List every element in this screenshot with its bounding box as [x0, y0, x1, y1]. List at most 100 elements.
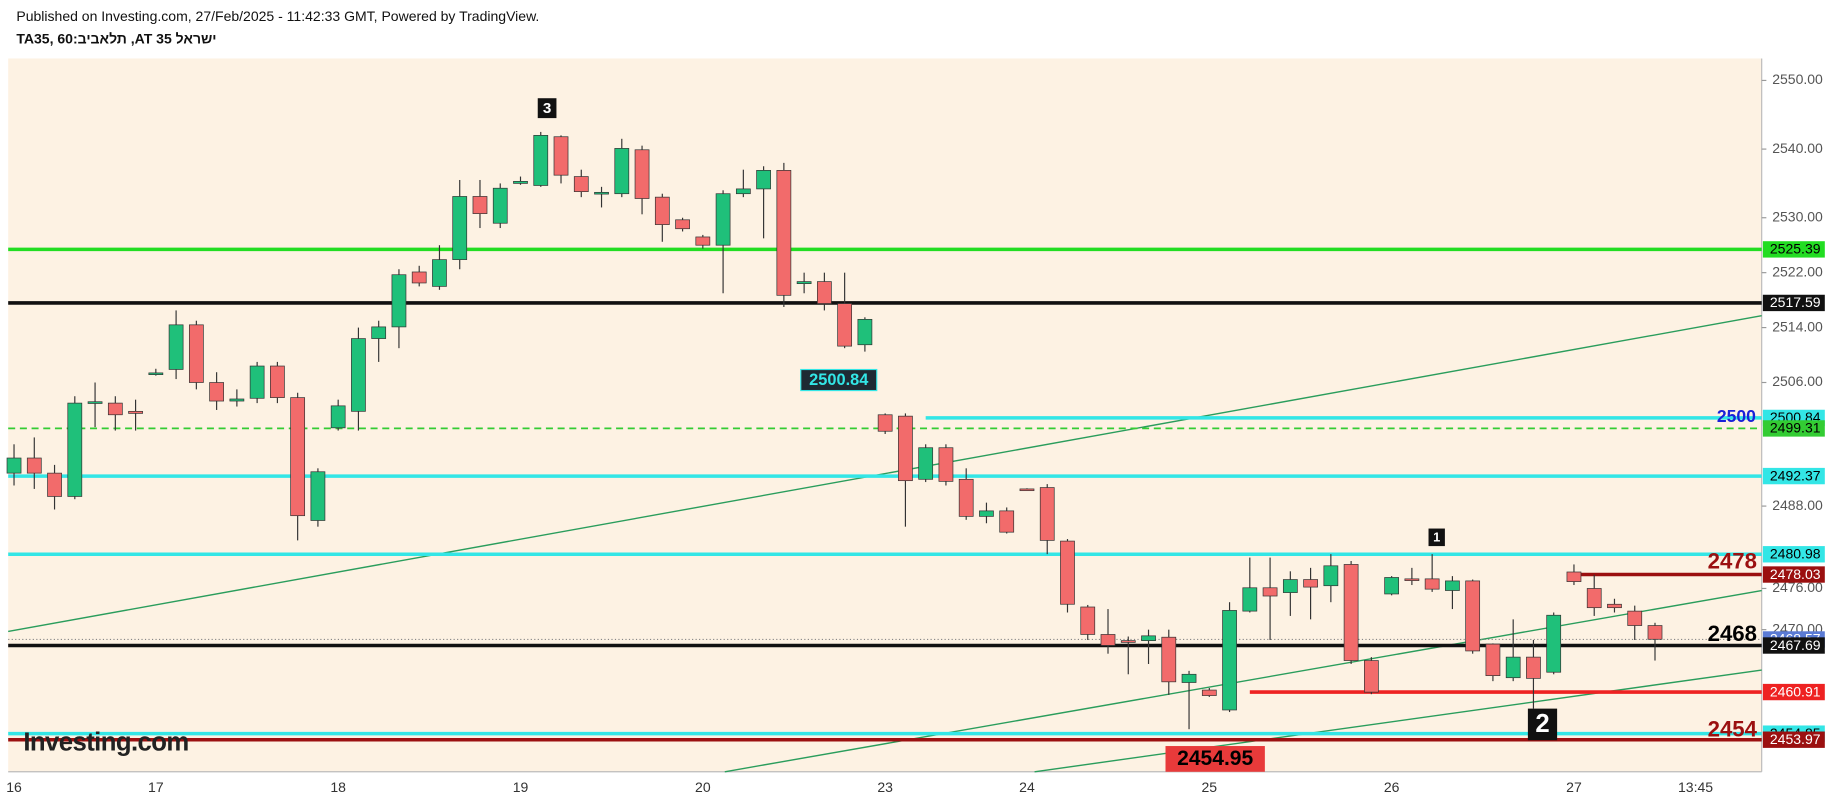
- x-tick-label: 20: [695, 779, 711, 795]
- candle-body: [1100, 634, 1116, 646]
- candle-body: [1364, 660, 1379, 693]
- candle-body: [1607, 603, 1622, 609]
- x-tick-label: 27: [1566, 779, 1582, 795]
- candle-body: [432, 259, 447, 287]
- candle-body: [1303, 579, 1318, 588]
- candle-body: [87, 401, 103, 404]
- candle-body: [6, 457, 22, 474]
- candle-body: [979, 510, 994, 517]
- candle-body: [1586, 588, 1602, 609]
- y-tick-label: 2522.00: [1772, 263, 1823, 279]
- candle-body: [756, 170, 771, 190]
- candle-body: [796, 281, 812, 284]
- candle-body: [1080, 606, 1096, 635]
- candle-body: [310, 471, 326, 521]
- price-level-box: [1762, 467, 1825, 485]
- candle-body: [837, 303, 853, 347]
- trendline: [8, 315, 1762, 633]
- x-tick-label: 19: [513, 779, 529, 795]
- candle-body: [1181, 673, 1197, 683]
- candle-body: [1424, 578, 1440, 590]
- annotation: 2500.84: [809, 371, 869, 389]
- candle-body: [492, 187, 508, 224]
- candle-body: [1627, 610, 1643, 626]
- candle-body: [958, 478, 974, 517]
- header-symbol: TA35, 60:ביבאלת ,AT 35 לארשי: [16, 30, 216, 46]
- x-tick-label: 24: [1019, 779, 1035, 795]
- candle-body: [675, 219, 690, 230]
- candle-body: [1546, 614, 1562, 673]
- annotation: 2454: [1708, 717, 1758, 742]
- annotation: 2500: [1717, 406, 1756, 426]
- candle-body: [1465, 580, 1481, 652]
- candle-body: [877, 414, 893, 432]
- annotation-box: [800, 368, 878, 392]
- candle-body: [553, 136, 569, 176]
- candle-body: [1323, 565, 1339, 587]
- price-level-box: [1762, 546, 1825, 563]
- price-level-box: [1762, 420, 1825, 437]
- candle-body: [533, 135, 549, 186]
- price-level-label: 2525.39: [1770, 241, 1821, 257]
- candle-body: [1222, 610, 1237, 711]
- candle-body: [1120, 640, 1136, 643]
- price-level-label: 2517.59: [1770, 294, 1821, 310]
- candle-body: [695, 236, 711, 246]
- price-level-box: [1762, 683, 1825, 701]
- price-level-box: [1762, 731, 1825, 748]
- candle-body: [999, 510, 1015, 533]
- candle-body: [1384, 577, 1399, 595]
- candle-body: [270, 365, 285, 398]
- y-tick-label: 2476.00: [1772, 579, 1823, 595]
- candle-body: [918, 447, 934, 480]
- price-level-label: 2453.97: [1770, 731, 1821, 747]
- candle-body: [1485, 643, 1501, 677]
- candle-body: [1060, 540, 1075, 605]
- candle-body: [330, 405, 346, 429]
- candle-body: [229, 398, 245, 402]
- candle-body: [371, 326, 387, 339]
- candle-body: [452, 196, 468, 260]
- annotation-box: [1165, 746, 1265, 772]
- y-tick-label: 2514.00: [1772, 318, 1823, 334]
- trendline: [1034, 669, 1762, 773]
- price-level-label: 2460.91: [1770, 683, 1821, 699]
- candle-body: [898, 415, 913, 482]
- price-level-box: [1762, 241, 1825, 258]
- candle-body: [513, 181, 528, 184]
- y-tick-label: 2540.00: [1772, 140, 1823, 156]
- y-tick-label: 2488.00: [1772, 497, 1823, 513]
- candle-body: [1242, 587, 1258, 612]
- candle-body: [168, 324, 184, 370]
- price-level-label: 2492.37: [1770, 467, 1821, 483]
- candle-body: [391, 274, 407, 328]
- header-title: Published on Investing.com, 27/Feb/2025 …: [16, 8, 539, 24]
- marker: 1: [1433, 529, 1440, 544]
- candle-body: [67, 402, 83, 497]
- price-level-label: 2467.69: [1770, 637, 1821, 653]
- candle-body: [1505, 656, 1521, 679]
- candle-body: [290, 397, 306, 517]
- candle-body: [351, 338, 366, 412]
- candle-body: [1019, 488, 1035, 492]
- candle-body: [938, 447, 954, 482]
- candle-body: [472, 196, 488, 214]
- price-level-box: [1762, 637, 1825, 654]
- candle-body: [614, 148, 630, 195]
- x-tick-label: 13:45: [1678, 779, 1713, 795]
- candle-body: [1039, 487, 1055, 541]
- candle-body: [188, 324, 204, 383]
- price-level-label: 2499.31: [1770, 420, 1821, 436]
- price-level-box: [1762, 294, 1825, 312]
- x-tick-label: 16: [6, 779, 22, 795]
- candle-body: [594, 191, 609, 195]
- marker: 2: [1535, 710, 1549, 738]
- candle-body: [857, 318, 873, 346]
- price-level-box: [1762, 566, 1825, 583]
- candle-body: [735, 188, 751, 195]
- x-tick-label: 26: [1384, 779, 1400, 795]
- candle-body: [1262, 587, 1278, 597]
- candle-body: [47, 472, 62, 497]
